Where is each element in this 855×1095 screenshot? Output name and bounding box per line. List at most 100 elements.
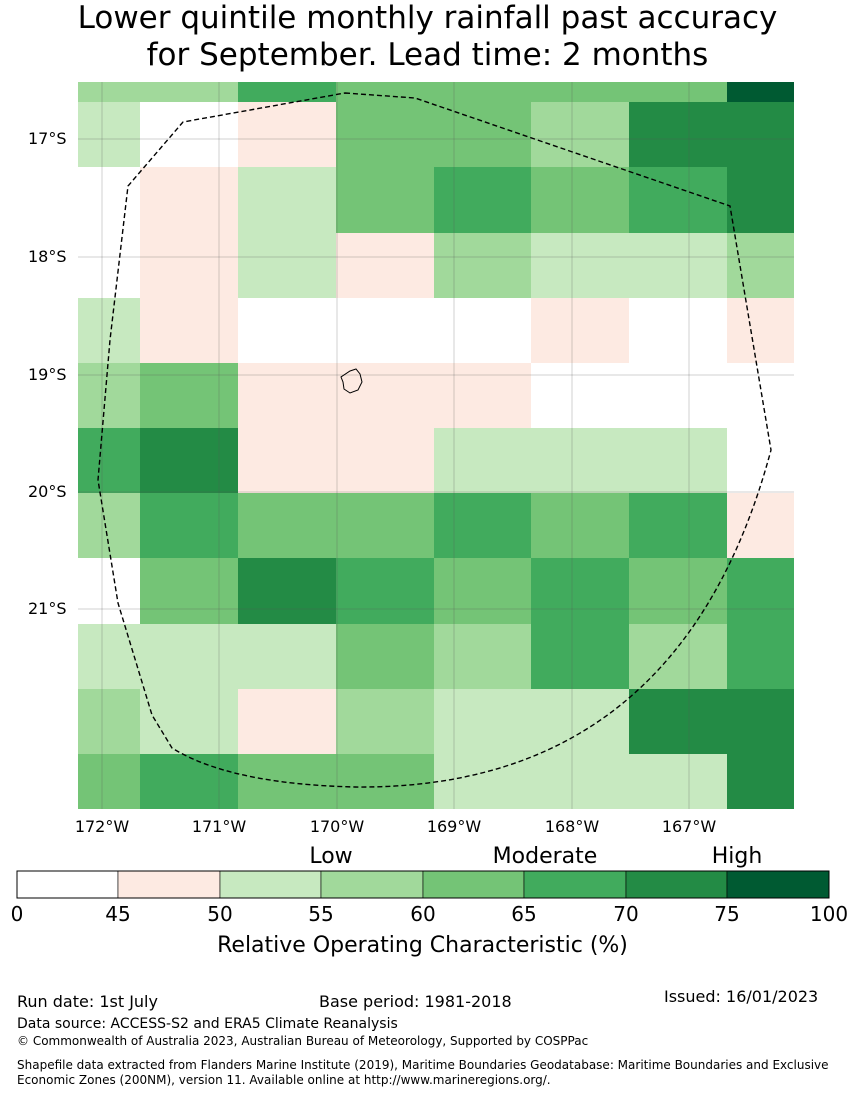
grid-cell bbox=[140, 689, 238, 754]
grid-cell bbox=[727, 493, 794, 558]
grid-cell bbox=[531, 102, 629, 167]
run-date: Run date: 1st July bbox=[17, 992, 158, 1011]
grid-cell bbox=[238, 624, 336, 689]
grid-cell bbox=[238, 689, 336, 754]
grid-cell bbox=[140, 82, 238, 102]
copyright-notice: © Commonwealth of Australia 2023, Austra… bbox=[17, 1034, 589, 1048]
grid-cell bbox=[434, 558, 531, 624]
grid-cell bbox=[336, 558, 434, 624]
grid-cell bbox=[727, 689, 794, 754]
grid-cell bbox=[140, 754, 238, 809]
grid-cell bbox=[531, 754, 629, 809]
colorbar-segment bbox=[523, 870, 627, 899]
legend-category-high: High bbox=[711, 844, 763, 869]
grid-cell bbox=[531, 298, 629, 363]
colorbar-label: Relative Operating Characteristic (%) bbox=[217, 933, 628, 958]
grid-cell bbox=[629, 233, 727, 298]
colorbar-tick-0: 0 bbox=[10, 902, 24, 926]
grid-cell bbox=[336, 102, 434, 167]
grid-cell bbox=[531, 428, 629, 493]
legend-category-low: Low bbox=[309, 844, 353, 869]
grid-cell bbox=[629, 363, 727, 428]
grid-cell bbox=[727, 233, 794, 298]
grid-cell bbox=[78, 689, 140, 754]
grid-cell bbox=[434, 82, 531, 102]
map-title-line-1: Lower quintile monthly rainfall past acc… bbox=[77, 0, 778, 36]
grid-cell bbox=[78, 167, 140, 233]
grid-cell bbox=[727, 167, 794, 233]
grid-cell bbox=[727, 102, 794, 167]
grid-cell bbox=[140, 233, 238, 298]
lat-tick-21s: 21°S bbox=[28, 599, 67, 618]
colorbar-segment bbox=[726, 870, 830, 899]
grid-cell bbox=[140, 298, 238, 363]
grid-cell bbox=[727, 558, 794, 624]
niue-island-outline bbox=[340, 368, 363, 394]
grid-cell bbox=[434, 624, 531, 689]
colorbar-tick-70: 70 bbox=[613, 902, 639, 926]
grid-cell bbox=[238, 233, 336, 298]
grid-cell bbox=[434, 689, 531, 754]
grid-cell bbox=[629, 689, 727, 754]
grid-cell bbox=[531, 82, 629, 102]
colorbar-tick-100: 100 bbox=[809, 902, 849, 926]
grid-cell bbox=[629, 102, 727, 167]
grid-cell bbox=[629, 428, 727, 493]
grid-cell bbox=[531, 167, 629, 233]
colorbar-segment bbox=[320, 870, 424, 899]
colorbar-segment bbox=[219, 870, 322, 899]
grid-cell bbox=[336, 167, 434, 233]
grid-cell bbox=[434, 363, 531, 428]
map-title: Lower quintile monthly rainfall past acc… bbox=[0, 0, 855, 74]
grid-cell bbox=[727, 754, 794, 809]
grid-cell bbox=[140, 558, 238, 624]
accuracy-grid bbox=[78, 82, 794, 809]
grid-cell bbox=[336, 233, 434, 298]
colorbar-tick-65: 65 bbox=[511, 902, 537, 926]
grid-cell bbox=[238, 493, 336, 558]
grid-cell bbox=[336, 689, 434, 754]
grid-cell bbox=[336, 363, 434, 428]
map-title-line-2: for September. Lead time: 2 months bbox=[146, 37, 709, 73]
lon-tick-168w: 168°W bbox=[544, 817, 600, 836]
lon-tick-172w: 172°W bbox=[74, 817, 130, 836]
colorbar-segment bbox=[117, 870, 221, 899]
grid-cell bbox=[434, 754, 531, 809]
grid-cell bbox=[336, 428, 434, 493]
colorbar-segment bbox=[422, 870, 525, 899]
grid-cell bbox=[727, 82, 794, 102]
lon-tick-169w: 169°W bbox=[426, 817, 482, 836]
grid-cell bbox=[434, 298, 531, 363]
grid-cell bbox=[531, 233, 629, 298]
colorbar-segment bbox=[625, 870, 728, 899]
lat-tick-19s: 19°S bbox=[28, 365, 67, 384]
grid-cell bbox=[238, 754, 336, 809]
grid-cell bbox=[238, 102, 336, 167]
grid-cell bbox=[336, 298, 434, 363]
base-period: Base period: 1981-2018 bbox=[319, 992, 512, 1011]
grid-cell bbox=[238, 558, 336, 624]
grid-cell bbox=[78, 233, 140, 298]
grid-cell bbox=[78, 754, 140, 809]
colorbar-tick-45: 45 bbox=[105, 902, 131, 926]
colorbar-segment bbox=[16, 870, 119, 899]
grid-cell bbox=[531, 558, 629, 624]
grid-cell bbox=[531, 363, 629, 428]
grid-cell bbox=[629, 167, 727, 233]
grid-cell bbox=[140, 167, 238, 233]
grid-cell bbox=[238, 363, 336, 428]
grid-cell bbox=[238, 428, 336, 493]
colorbar-tick-75: 75 bbox=[714, 902, 740, 926]
grid-cell bbox=[140, 363, 238, 428]
colorbar-tick-60: 60 bbox=[410, 902, 436, 926]
grid-cell bbox=[78, 558, 140, 624]
grid-cell bbox=[629, 624, 727, 689]
grid-cell bbox=[727, 624, 794, 689]
eez-boundary bbox=[97, 92, 772, 788]
lon-tick-171w: 171°W bbox=[191, 817, 247, 836]
grid-cell bbox=[336, 754, 434, 809]
grid-cell bbox=[140, 493, 238, 558]
grid-cell bbox=[78, 624, 140, 689]
grid-cell bbox=[140, 102, 238, 167]
